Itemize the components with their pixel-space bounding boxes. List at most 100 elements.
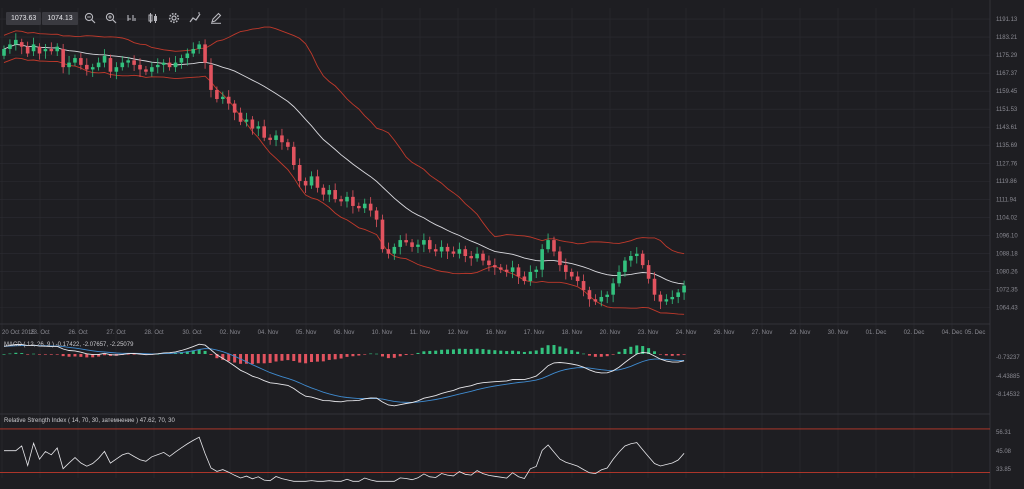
candle-body — [96, 62, 101, 68]
candles-icon[interactable] — [143, 10, 163, 26]
macd-histogram-bar — [617, 351, 621, 354]
price-tick-label: 1135.69 — [996, 143, 1018, 149]
candle-body — [19, 42, 24, 47]
candle-body — [161, 62, 166, 65]
candle-body — [552, 240, 556, 252]
macd-line — [3, 343, 685, 407]
time-tick-label: 06. Nov — [334, 330, 355, 336]
settings-icon[interactable] — [164, 10, 184, 26]
rsi-tick-label: 45.08 — [996, 449, 1012, 455]
candle-body — [416, 244, 420, 247]
candle-body — [605, 294, 610, 297]
candle-body — [339, 199, 343, 202]
candle-body — [593, 299, 598, 302]
rsi-panel: 56.31 45.08 33.85 — [0, 428, 1012, 482]
macd-histogram-bar — [256, 354, 260, 364]
candle-body — [410, 242, 414, 247]
candle-body — [634, 253, 639, 257]
bid-price: 1073.63 — [6, 11, 42, 25]
macd-histogram-bar — [91, 354, 95, 358]
price-tick-label: 1104.02 — [996, 215, 1018, 221]
candle-body — [102, 55, 107, 63]
candle-body — [286, 142, 290, 147]
macd-histogram-bar — [481, 349, 485, 354]
macd-histogram-bar — [682, 354, 686, 355]
candle-body — [558, 251, 562, 266]
price-tick-label: 1143.61 — [996, 125, 1018, 131]
price-tick-label: 1175.29 — [996, 53, 1018, 59]
macd-histogram-bar — [582, 353, 586, 355]
time-tick-label: 04. Nov — [258, 330, 279, 336]
draw-icon[interactable] — [206, 10, 226, 26]
time-tick-label: 23. Oct — [30, 330, 50, 336]
candle-body — [61, 48, 65, 68]
price-tick-label: 1096.10 — [996, 233, 1018, 239]
candle-body — [374, 210, 379, 220]
candle-body — [256, 126, 261, 129]
candle-body — [244, 119, 249, 122]
candle-body — [475, 253, 479, 259]
candle-body — [327, 190, 332, 195]
bollinger-bands — [3, 26, 685, 315]
candle-body — [108, 58, 113, 72]
price-tick-label: 1127.76 — [996, 161, 1018, 167]
macd-histogram-bar — [339, 354, 343, 359]
candle-body — [522, 276, 527, 282]
candle-body — [31, 44, 36, 52]
candle-body — [581, 281, 586, 291]
time-tick-label: 23. Nov — [638, 330, 659, 336]
macd-histogram-bar — [209, 354, 213, 355]
candle-body — [422, 240, 426, 245]
time-tick-label: 02. Nov — [220, 330, 241, 336]
time-tick-label: 05. Nov — [296, 330, 317, 336]
macd-histogram-bar — [463, 348, 467, 354]
candle-body — [652, 278, 657, 295]
candle-body — [433, 249, 438, 252]
candle-body — [291, 146, 296, 165]
macd-histogram-bar — [73, 354, 77, 357]
macd-histogram-bar — [191, 350, 195, 354]
zoom-in-icon[interactable] — [101, 10, 121, 26]
candle-body — [463, 249, 468, 257]
candle-body — [120, 62, 125, 68]
candle-body — [138, 64, 142, 70]
price-tick-label: 1072.35 — [996, 287, 1018, 293]
candle-body — [510, 267, 515, 272]
time-tick-label: 16. Nov — [486, 330, 507, 336]
price-tick-label: 1167.37 — [996, 71, 1018, 77]
macd-histogram-bar — [37, 354, 41, 355]
zoom-out-icon[interactable] — [80, 10, 100, 26]
price-tick-label: 1183.21 — [996, 35, 1018, 41]
macd-histogram-bar — [469, 349, 473, 354]
macd-histogram-bar — [345, 354, 349, 357]
macd-histogram-bar — [505, 351, 509, 354]
candle-body — [445, 246, 450, 252]
candle-body — [611, 283, 615, 295]
macd-histogram-bar — [546, 345, 550, 354]
macd-histogram-bar — [14, 352, 18, 354]
macd-histogram-bar — [528, 351, 532, 354]
macd-histogram-bar — [658, 354, 662, 355]
candle-body — [664, 299, 669, 302]
macd-panel: -0.73237 -4.43885 -8.14532 — [2, 343, 1020, 407]
macd-histogram-bar — [103, 354, 107, 356]
macd-histogram-bar — [475, 348, 479, 354]
sma-line — [3, 43, 685, 285]
macd-histogram-bar — [274, 354, 278, 362]
candle-body — [43, 48, 48, 52]
macd-histogram-bar — [410, 354, 414, 355]
candle-body — [167, 62, 172, 68]
candle-body — [303, 180, 308, 186]
macd-histogram-bar — [428, 350, 432, 354]
price-tick-label: 1151.53 — [996, 107, 1018, 113]
time-tick-label: 27. Oct — [106, 330, 126, 336]
candle-body — [250, 119, 255, 129]
indicators-icon[interactable] — [185, 10, 205, 26]
timeframe-icon[interactable] — [122, 10, 142, 26]
candle-body — [209, 64, 213, 90]
macd-histogram-bar — [43, 354, 47, 355]
candle-body — [126, 60, 130, 63]
macd-histogram-bar — [26, 354, 30, 355]
macd-histogram-bar — [611, 354, 615, 355]
